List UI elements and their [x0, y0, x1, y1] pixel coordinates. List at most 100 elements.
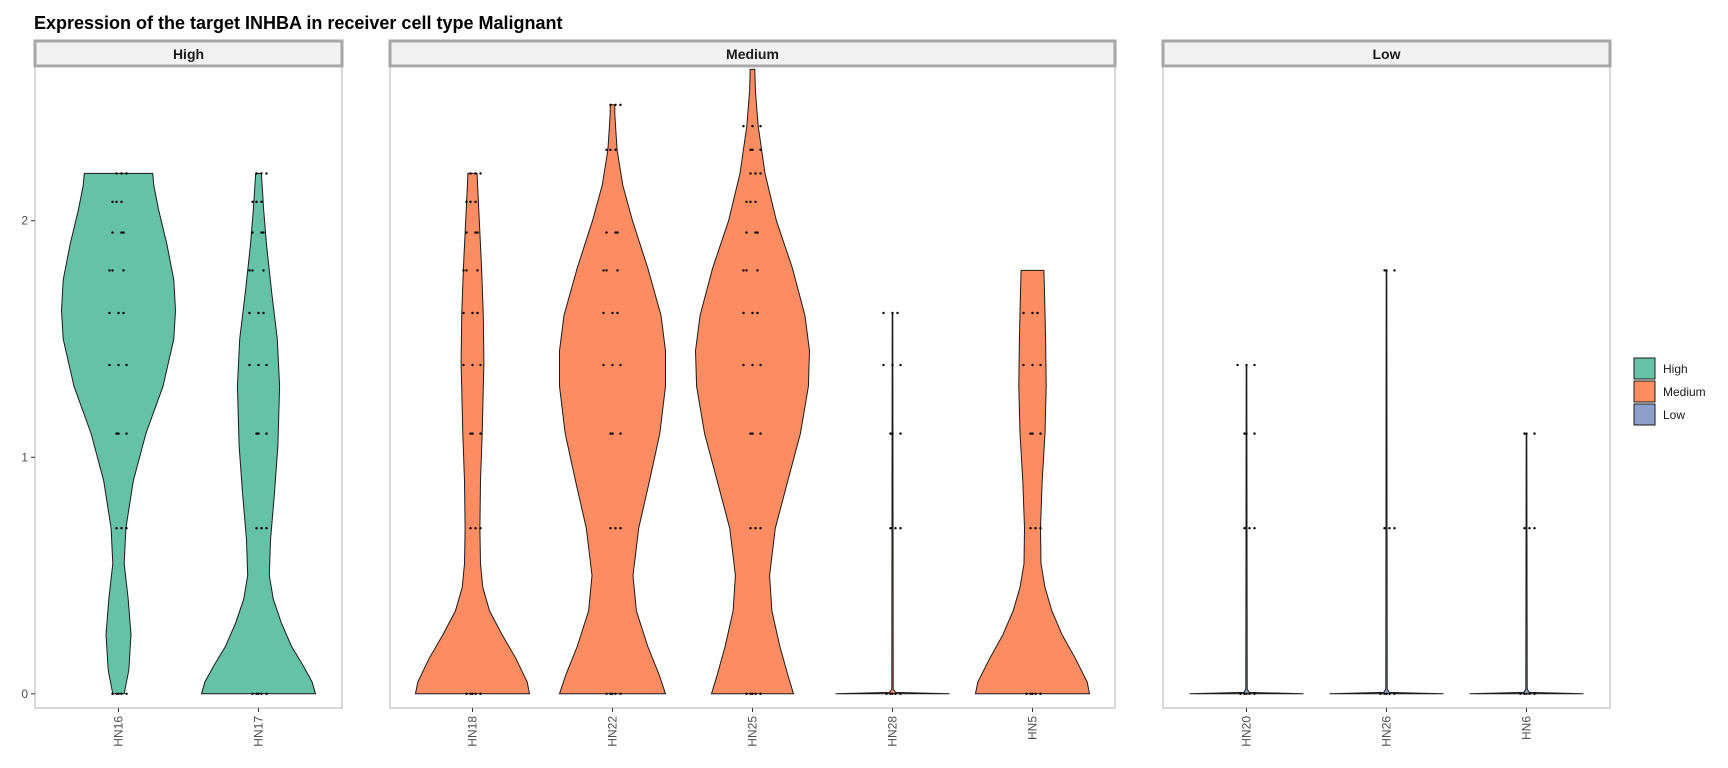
data-point — [1393, 527, 1396, 530]
data-point — [265, 363, 268, 367]
data-point — [1525, 432, 1528, 435]
data-point — [1248, 527, 1251, 530]
violin-hn16: HN16 — [60, 172, 177, 747]
data-point — [1245, 432, 1248, 435]
data-point — [609, 103, 612, 107]
data-point — [115, 200, 118, 204]
facet-strip-label: Low — [1373, 46, 1401, 62]
data-point — [899, 363, 902, 367]
legend-label: Medium — [1663, 385, 1706, 399]
data-point — [1523, 692, 1526, 696]
data-point — [1039, 363, 1042, 367]
chart-title: Expression of the target INHBA in receiv… — [34, 13, 562, 33]
data-point — [471, 363, 474, 367]
legend-swatch — [1633, 403, 1656, 426]
data-point — [465, 692, 468, 696]
data-point — [1039, 692, 1042, 696]
data-point — [1236, 363, 1239, 367]
data-point — [611, 311, 614, 315]
data-point — [115, 432, 118, 435]
data-point — [476, 231, 479, 234]
data-point — [759, 124, 762, 128]
data-point — [749, 692, 752, 696]
data-point — [260, 692, 263, 696]
data-point — [108, 311, 111, 315]
data-point — [265, 692, 268, 696]
data-point — [889, 692, 892, 696]
data-point — [255, 172, 258, 175]
data-point — [759, 148, 762, 151]
data-point — [749, 200, 752, 204]
data-point — [1243, 432, 1246, 435]
data-point — [749, 432, 752, 435]
data-point — [462, 363, 465, 367]
data-point — [251, 231, 254, 234]
data-point — [754, 692, 757, 696]
data-point — [469, 432, 472, 435]
facet-strip-label: Medium — [726, 46, 779, 62]
data-point — [122, 231, 125, 234]
data-point — [111, 231, 114, 234]
data-point — [616, 311, 619, 315]
data-point — [474, 692, 477, 696]
data-point — [265, 172, 268, 175]
data-point — [469, 527, 472, 530]
data-point — [1243, 692, 1246, 696]
data-point — [1243, 527, 1246, 530]
data-point — [745, 692, 748, 696]
data-point — [1031, 363, 1034, 367]
data-point — [609, 148, 612, 151]
violin-body — [974, 269, 1091, 695]
data-point — [742, 269, 745, 272]
data-point — [1031, 311, 1034, 315]
violin-hn17: HN17 — [200, 172, 317, 747]
data-point — [260, 527, 263, 530]
violin-hn26: HN26 — [1329, 269, 1444, 747]
data-point — [115, 527, 118, 530]
y-axis: 0 1 2 — [21, 214, 35, 701]
data-point — [609, 527, 612, 530]
data-point — [251, 692, 254, 696]
facet-strip — [33, 39, 344, 68]
data-point — [471, 311, 474, 315]
x-tick-label: HN6 — [1520, 716, 1534, 740]
data-point — [474, 231, 477, 234]
data-point — [756, 311, 759, 315]
data-point — [1253, 432, 1256, 435]
data-point — [479, 527, 482, 530]
data-point — [1393, 269, 1396, 272]
data-point — [474, 527, 477, 530]
data-point — [1022, 311, 1025, 315]
legend-label: Low — [1663, 408, 1685, 422]
data-point — [745, 231, 748, 234]
facet-panels: High HN16 HN17 Medium HN18 HN22 HN25 HN28 HN5 Low… — [21, 39, 1612, 747]
data-point — [476, 311, 479, 315]
data-point — [465, 200, 468, 204]
data-point — [115, 172, 118, 175]
data-point — [1523, 527, 1526, 530]
data-point — [125, 692, 128, 696]
data-point — [1039, 432, 1042, 435]
data-point — [614, 527, 617, 530]
data-point — [619, 692, 622, 696]
data-point — [1528, 527, 1531, 530]
data-point — [462, 311, 465, 315]
data-point — [122, 269, 125, 272]
facet-panel-low: Low HN20 HN26 HN6 — [1161, 39, 1612, 747]
x-tick-label: HN5 — [1026, 716, 1040, 740]
data-point — [120, 692, 123, 696]
data-point — [885, 692, 888, 696]
data-point — [1029, 692, 1032, 696]
data-point — [1379, 692, 1382, 696]
data-point — [248, 269, 251, 272]
data-point — [616, 269, 619, 272]
x-tick-label: HN20 — [1240, 716, 1254, 747]
data-point — [742, 311, 745, 315]
data-point — [894, 692, 897, 696]
data-point — [262, 311, 265, 315]
data-point — [1248, 692, 1251, 696]
violin-hn20: HN20 — [1189, 363, 1304, 747]
data-point — [1528, 692, 1531, 696]
data-point — [125, 432, 128, 435]
violin-hn5: HN5 — [974, 269, 1091, 740]
